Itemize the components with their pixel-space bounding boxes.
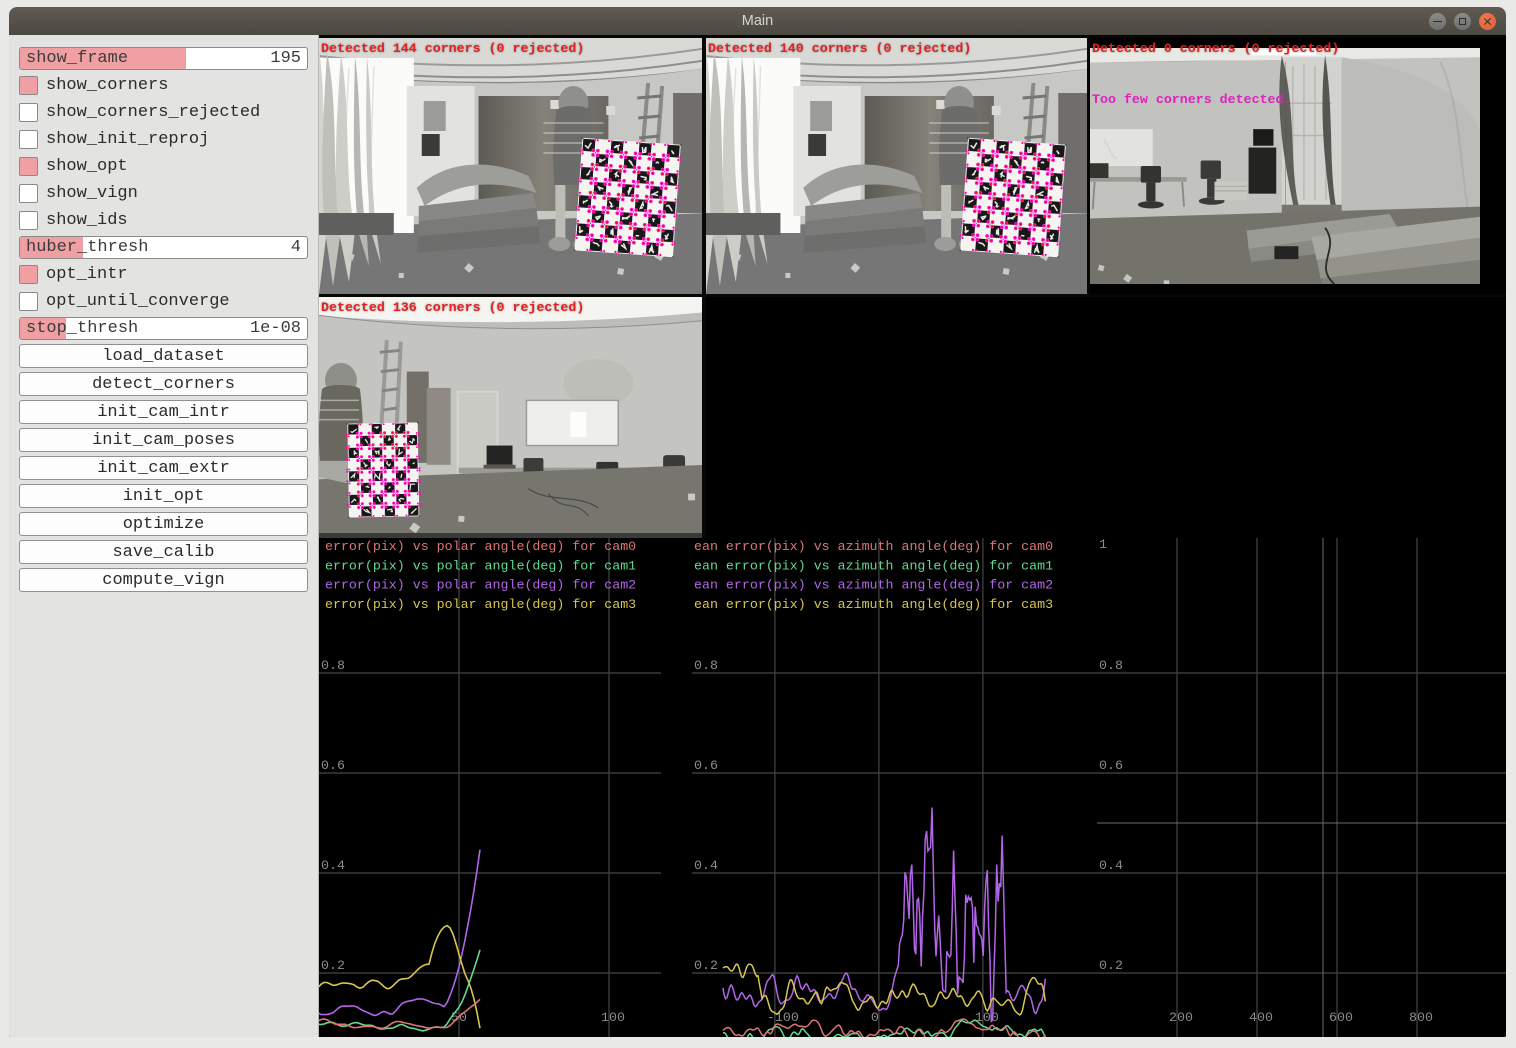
svg-text:100: 100 [601,1010,625,1025]
svg-text:0: 0 [871,1010,879,1025]
svg-text:0.2: 0.2 [321,958,345,973]
svg-text:ean error(pix) vs azimuth angl: ean error(pix) vs azimuth angle(deg) for… [694,539,1053,554]
svg-text:0.2: 0.2 [694,958,718,973]
svg-text:0.6: 0.6 [1099,758,1123,773]
svg-text:ean error(pix) vs azimuth angl: ean error(pix) vs azimuth angle(deg) for… [694,558,1053,573]
svg-text:400: 400 [1249,1010,1273,1025]
svg-text:0.2: 0.2 [1099,958,1123,973]
svg-text:0.6: 0.6 [321,758,345,773]
svg-text:-100: -100 [767,1010,799,1025]
svg-text:0.4: 0.4 [1099,858,1123,873]
svg-text:ean error(pix) vs azimuth angl: ean error(pix) vs azimuth angle(deg) for… [694,578,1053,593]
svg-text:0.6: 0.6 [694,758,718,773]
svg-text:0.4: 0.4 [321,858,345,873]
svg-text:0.8: 0.8 [1099,658,1123,673]
svg-text:0.4: 0.4 [694,858,718,873]
svg-text:n error(pix) vs polar angle(de: n error(pix) vs polar angle(deg) for cam… [319,578,636,593]
svg-text:200: 200 [1169,1010,1193,1025]
svg-text:0.8: 0.8 [321,658,345,673]
svg-text:ean error(pix) vs azimuth angl: ean error(pix) vs azimuth angle(deg) for… [694,597,1053,612]
svg-text:0.8: 0.8 [694,658,718,673]
svg-text:n error(pix) vs polar angle(de: n error(pix) vs polar angle(deg) for cam… [319,597,636,612]
svg-text:600: 600 [1329,1010,1353,1025]
svg-text:n error(pix) vs polar angle(de: n error(pix) vs polar angle(deg) for cam… [319,558,636,573]
svg-text:800: 800 [1409,1010,1433,1025]
svg-text:1: 1 [1099,538,1107,552]
